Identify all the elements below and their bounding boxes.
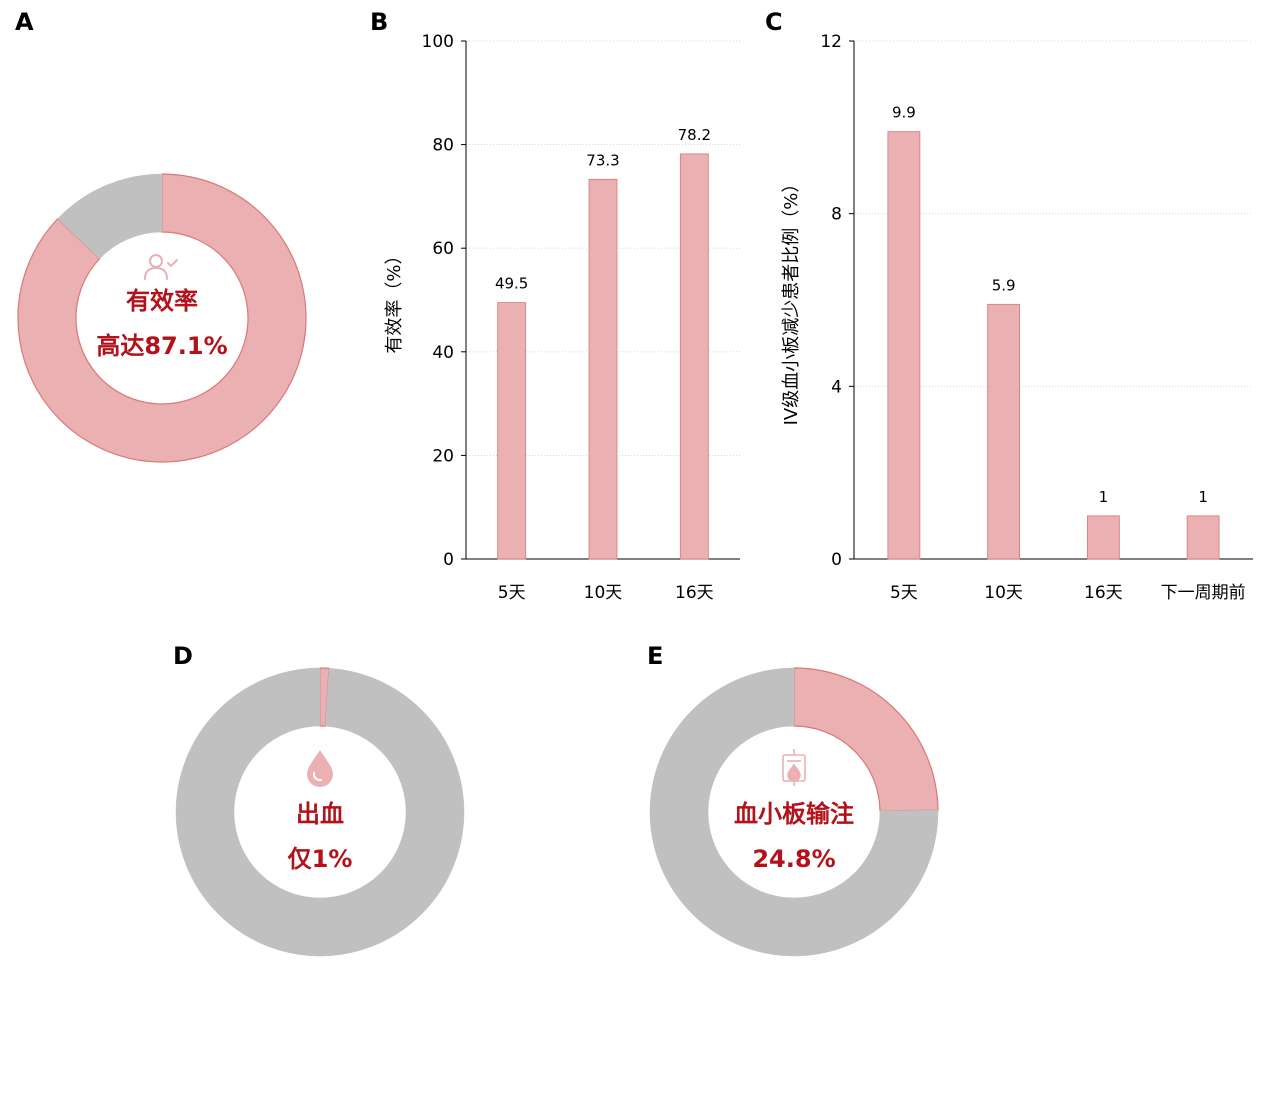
bar-chart-c-value-label-0: 9.9 (892, 104, 916, 122)
bar-chart-c-value-label-3: 1 (1198, 488, 1208, 506)
donut-e-slice-0 (793, 667, 939, 812)
donut-d-slice-1 (175, 667, 465, 957)
bar-chart-b-category-label-0: 5天 (498, 583, 526, 603)
bar-chart-b-y-axis-title: 有效率（%） (384, 246, 405, 353)
panel-label-a: A (15, 8, 34, 36)
donut-d-text-line2: 仅1% (288, 845, 353, 873)
bar-chart-b-value-label-1: 73.3 (586, 151, 619, 169)
bar-chart-c-ytick-label-0: 0 (831, 550, 842, 570)
panel-label-e: E (647, 642, 664, 670)
panel-label-c: C (765, 8, 783, 36)
donut-a-slice-1 (57, 173, 163, 260)
bar-chart-b-ytick-label-0: 0 (443, 550, 454, 570)
donut-a-text-line2: 高达87.1% (96, 332, 227, 360)
bar-chart-c-bar-3 (1186, 515, 1220, 560)
bar-chart-c: 0 4 8 12 9.9 5天 5.9 10天 1 16天 1 下一周期前 IV级血小板减少患者比例（%… (781, 32, 1253, 603)
panel-label-d: D (173, 642, 193, 670)
bar-chart-c-ytick-label-2: 8 (831, 205, 842, 225)
panel-label-b: B (370, 8, 389, 36)
bar-chart-b-bar-0 (497, 302, 527, 560)
donut-a-slice-0 (17, 173, 307, 463)
bar-chart-c-value-label-2: 1 (1099, 488, 1109, 506)
bar-chart-b-ytick-label-5: 100 (422, 32, 454, 52)
bar-chart-c-category-label-3: 下一周期前 (1161, 583, 1246, 603)
donut-chart-a (17, 173, 307, 463)
bar-chart-b-category-label-2: 16天 (675, 583, 714, 603)
bar-chart-c-bar-2 (1086, 515, 1120, 560)
bar-chart-c-ytick-label-3: 12 (820, 32, 842, 52)
bar-chart-c-bar-1 (987, 303, 1021, 560)
user-check-icon (144, 254, 178, 280)
donut-chart-d (175, 667, 465, 957)
donut-a-text-line1: 有效率 (126, 287, 198, 315)
bar-chart-c-y-axis-title: IV级血小板减少患者比例（%） (781, 175, 802, 426)
blood-drop-icon (307, 750, 333, 787)
bar-chart-b-ytick-label-3: 60 (432, 239, 454, 259)
bar-chart-b-value-label-2: 78.2 (678, 126, 711, 144)
bar-chart-c-category-label-0: 5天 (890, 583, 918, 603)
donut-chart-e (649, 667, 939, 957)
bar-chart-b-bar-1 (588, 178, 618, 560)
donut-e-slice-1 (649, 667, 939, 957)
bar-chart-c-ytick-label-1: 4 (831, 377, 842, 397)
bar-chart-b-category-label-1: 10天 (584, 583, 623, 603)
bar-chart-b-ytick-label-2: 40 (432, 343, 454, 363)
donut-d-text-line1: 出血 (296, 800, 344, 828)
bar-chart-b-bar-2 (679, 153, 709, 560)
blood-bag-icon (782, 749, 806, 786)
bar-chart-b-value-label-0: 49.5 (495, 275, 528, 293)
donut-e-text-line1: 血小板输注 (734, 800, 854, 828)
bar-chart-b-ytick-label-4: 80 (432, 136, 454, 156)
donut-e-text-line2: 24.8% (752, 845, 835, 873)
bar-chart-c-category-label-1: 10天 (984, 583, 1023, 603)
bar-chart-b-ytick-label-1: 20 (432, 446, 454, 466)
bar-chart-b: 0 20 40 60 80 100 49.5 5天 73.3 10天 78.2 16天 有效率（%） (384, 32, 740, 603)
bar-chart-c-bar-0 (887, 131, 921, 560)
bar-chart-c-category-label-2: 16天 (1084, 583, 1123, 603)
bar-chart-c-value-label-1: 5.9 (992, 276, 1016, 294)
